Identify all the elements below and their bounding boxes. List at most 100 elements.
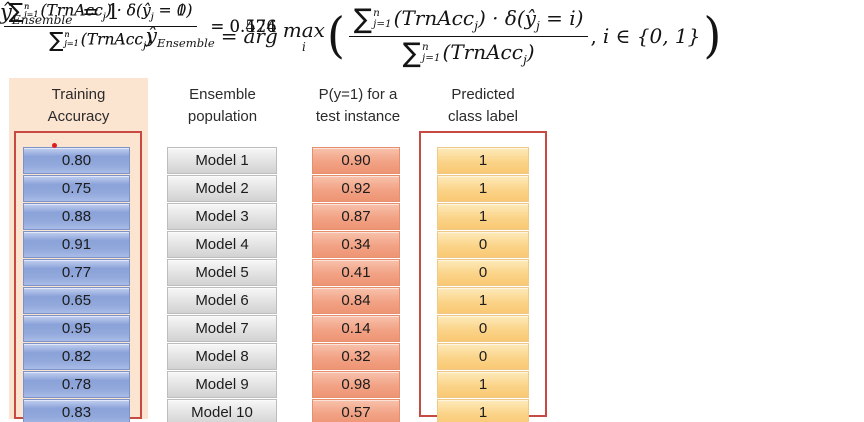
probability-cell: 0.41 — [312, 259, 400, 286]
final-prediction-formula: ŷEnsemble = 1 — [0, 0, 123, 27]
predicted-label-cell: 1 — [437, 371, 529, 398]
model-cell: Model 1 — [167, 147, 277, 174]
math-subscript: j — [150, 11, 154, 23]
sum-upper-limit: n — [373, 6, 380, 19]
math-token: ) · δ(ŷ — [477, 5, 536, 30]
predicted-label-cell: 1 — [437, 399, 529, 422]
comma-token: , — [590, 24, 597, 48]
math-token: (TrnAcc — [80, 30, 144, 49]
model-cell: Model 8 — [167, 343, 277, 370]
yhat-symbol: ŷEnsemble — [0, 0, 73, 28]
predicted-label-cell: 1 — [437, 203, 529, 230]
header-line: Accuracy — [47, 107, 110, 125]
domain-token: i ∈ {0, 1} — [602, 24, 701, 48]
math-subscript: j — [535, 17, 540, 33]
math-token: (TrnAcc — [40, 1, 103, 20]
sum-upper-limit: n — [64, 30, 70, 40]
math-token: = 1) — [153, 1, 193, 20]
fraction-denominator: ∑ n j=1 (TrnAccj) — [44, 27, 157, 53]
math-token: ) — [146, 30, 153, 49]
red-dot-marker — [52, 143, 57, 148]
training-accuracy-cell: 0.78 — [23, 371, 130, 398]
predicted-label-cell: 1 — [437, 287, 529, 314]
probability-cell: 0.34 — [312, 231, 400, 258]
math-token: ) · δ(ŷ — [105, 1, 151, 20]
predicted-label-cell: 1 — [437, 175, 529, 202]
header-line: Training — [51, 86, 106, 103]
predicted-label-cell: 1 — [437, 147, 529, 174]
sum-symbol: ∑ — [9, 0, 24, 23]
math-subscript: j — [522, 51, 527, 67]
header-ensemble-population: Ensemble population — [160, 84, 285, 128]
sum-lower-limit: j=1 — [373, 18, 392, 30]
header-predicted-label: Predicted class label — [413, 84, 553, 128]
max-token: max — [282, 17, 325, 42]
model-cell: Model 4 — [167, 231, 277, 258]
training-accuracy-cell: 0.77 — [23, 259, 130, 286]
math-token: ) — [146, 30, 153, 49]
model-cell: Model 6 — [167, 287, 277, 314]
math-subscript: j — [102, 11, 106, 23]
header-line: Predicted — [451, 86, 515, 103]
header-line: Ensemble — [189, 86, 256, 103]
yhat-subscript: Ensemble — [156, 35, 215, 50]
model-cell: Model 5 — [167, 259, 277, 286]
training-accuracy-cell: 0.80 — [23, 147, 130, 174]
model-cell: Model 10 — [167, 399, 277, 422]
math-token: = i) — [539, 5, 584, 30]
math-token: (TrnAcc — [442, 39, 523, 64]
fraction-denominator: ∑ n j=1 (TrnAccj) — [398, 37, 540, 68]
predicted-label-cell: 0 — [437, 231, 529, 258]
class0-result: = 0.424 — [210, 16, 277, 36]
model-cell: Model 2 — [167, 175, 277, 202]
probability-cell: 0.87 — [312, 203, 400, 230]
class1-result: = 0.576 — [210, 16, 277, 36]
training-accuracy-cell: 0.82 — [23, 343, 130, 370]
sum-operator: ∑ n j=1 — [9, 1, 38, 22]
sum-symbol: ∑ — [49, 27, 64, 52]
header-line: class label — [447, 107, 519, 125]
header-line: test instance — [315, 107, 401, 125]
sum-symbol: ∑ — [353, 3, 373, 35]
math-token: (TrnAcc — [393, 5, 475, 30]
header-line: population — [187, 107, 258, 125]
sum-upper-limit: n — [421, 40, 429, 53]
probability-cell: 0.32 — [312, 343, 400, 370]
sum-operator: ∑ n j=1 — [354, 6, 392, 33]
probability-cell: 0.90 — [312, 147, 400, 174]
model-cell: Model 7 — [167, 315, 277, 342]
predicted-label-cell: 0 — [437, 343, 529, 370]
header-training-accuracy: Training Accuracy — [9, 84, 148, 128]
arg-token: arg — [243, 24, 278, 48]
sum-lower-limit: j=1 — [24, 10, 39, 20]
yhat-symbol: ŷEnsemble — [145, 22, 215, 50]
max-subscript: i — [301, 39, 306, 54]
sum-lower-limit: j=1 — [24, 10, 39, 20]
sum-lower-limit: j=1 — [421, 52, 441, 64]
training-accuracy-column: 0.80 0.75 0.88 0.91 0.77 0.65 0.95 0.82 … — [23, 147, 130, 422]
math-subscript: j — [143, 40, 147, 52]
sum-upper-limit: n — [24, 1, 30, 11]
math-token: ) · δ(ŷ — [105, 1, 151, 20]
yhat-subscript: Ensemble — [11, 13, 73, 28]
training-accuracy-cell: 0.88 — [23, 203, 130, 230]
equals-sign: = — [220, 24, 238, 48]
header-line: P(y=1) for a — [318, 86, 398, 103]
math-token: (TrnAcc — [80, 30, 144, 49]
training-accuracy-cell: 0.91 — [23, 231, 130, 258]
training-accuracy-cell: 0.95 — [23, 315, 130, 342]
probability-cell: 0.57 — [312, 399, 400, 422]
sum-symbol: ∑ — [9, 0, 24, 23]
model-cell: Model 9 — [167, 371, 277, 398]
math-subscript: j — [143, 40, 147, 52]
class0-vote-formula: ∑ n j=1 (TrnAccj) · δ(ŷj = 0) ∑ n j=1 (TrnAccj… — [0, 0, 277, 52]
class1-fraction: ∑ n j=1 (TrnAccj) · δ(ŷj = 1) ∑ n j=1 (TrnAccj… — [4, 0, 198, 53]
math-token: ) — [526, 39, 535, 64]
probability-column: 0.90 0.92 0.87 0.34 0.41 0.84 0.14 0.32 … — [312, 147, 400, 422]
fraction-denominator: ∑ n j=1 (TrnAccj) — [44, 27, 157, 53]
final-result: = 1 — [82, 0, 120, 24]
sum-upper-limit: n — [64, 30, 70, 40]
close-paren: ) — [703, 6, 722, 64]
math-subscript: j — [474, 17, 478, 33]
